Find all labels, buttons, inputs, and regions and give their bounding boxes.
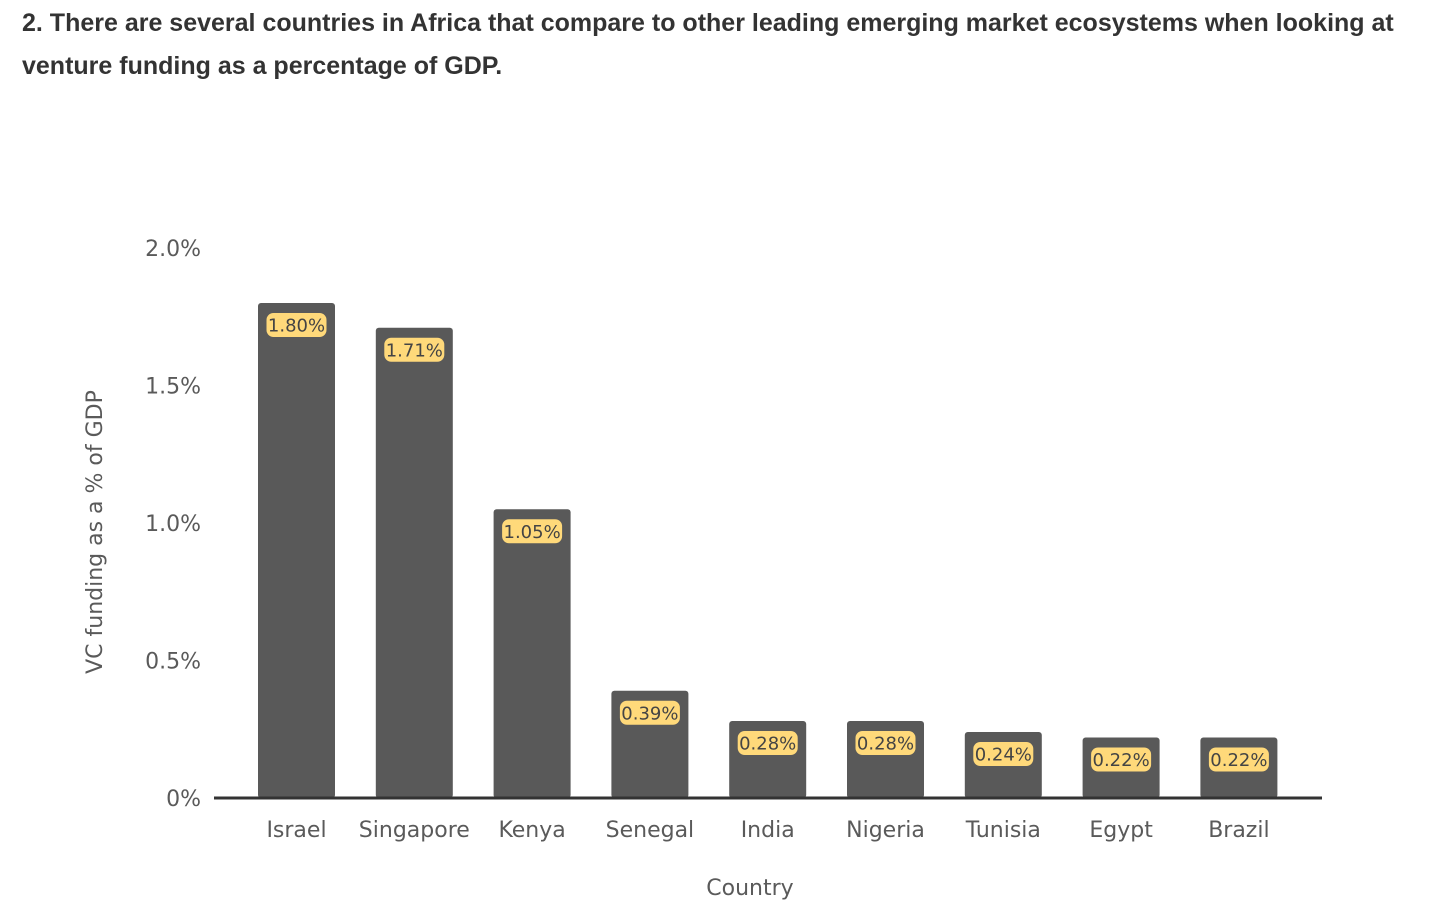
y-tick-label: 1.5%	[145, 375, 201, 400]
y-tick-label: 2.0%	[145, 237, 201, 262]
x-axis-categories: Israel Singapore Kenya Senegal India Nigeria T…	[266, 818, 1269, 843]
data-label-text: 0.22%	[1210, 750, 1267, 771]
data-label-kenya: 1.05%	[502, 519, 563, 544]
x-tick-label: Tunisia	[965, 818, 1041, 843]
data-label-badge	[266, 313, 327, 337]
y-tick-label: 0.5%	[145, 650, 201, 675]
x-tick-label: Nigeria	[846, 818, 925, 843]
x-tick-label: Singapore	[359, 818, 470, 843]
data-label-badge	[1091, 747, 1152, 772]
data-label-text: 0.28%	[739, 734, 796, 755]
y-axis-title: VC funding as a % of GDP	[83, 390, 108, 674]
data-label-senegal: 0.39%	[619, 700, 680, 725]
data-label-nigeria: 0.28%	[855, 731, 916, 755]
data-labels-group: 1.80% 1.71% 1.05% 0.39% 0.28% 0.28% 0.24% 0.22%…	[266, 313, 1269, 772]
data-label-singapore: 1.71%	[384, 337, 445, 362]
x-tick-label: Egypt	[1089, 818, 1153, 843]
bars-group	[258, 303, 1278, 798]
y-tick-label: 1.0%	[145, 512, 201, 537]
x-tick-label: Brazil	[1208, 818, 1269, 843]
data-label-badge	[1208, 747, 1269, 772]
data-label-egypt: 0.22%	[1091, 747, 1152, 772]
data-label-text: 1.05%	[504, 522, 561, 543]
data-label-text: 0.24%	[975, 745, 1032, 766]
data-label-badge	[737, 731, 798, 755]
x-tick-label: Israel	[266, 818, 326, 843]
y-axis-ticks: 0% 0.5% 1.0% 1.5% 2.0%	[145, 237, 201, 812]
data-label-india: 0.28%	[737, 731, 798, 755]
data-label-badge	[384, 337, 445, 362]
page-heading: 2. There are several countries in Africa…	[22, 9, 1394, 80]
data-label-badge	[973, 742, 1034, 766]
y-tick-label: 0%	[166, 787, 201, 812]
data-label-badge	[619, 700, 680, 725]
data-label-tunisia: 0.24%	[973, 742, 1034, 766]
bar-kenya	[493, 509, 571, 798]
x-tick-label: Kenya	[498, 818, 565, 843]
bar-singapore	[375, 327, 453, 798]
data-label-brazil: 0.22%	[1208, 747, 1269, 772]
data-label-israel: 1.80%	[266, 313, 327, 337]
data-label-text: 0.28%	[857, 734, 914, 755]
x-tick-label: Senegal	[606, 818, 695, 843]
data-label-text: 0.22%	[1093, 750, 1150, 771]
x-axis-title: Country	[706, 876, 793, 901]
data-label-badge	[502, 519, 563, 544]
data-label-text: 1.80%	[268, 316, 325, 337]
data-label-text: 1.71%	[386, 340, 443, 361]
bar-israel	[258, 303, 335, 798]
data-label-text: 0.39%	[621, 703, 678, 724]
data-label-badge	[855, 731, 916, 755]
x-tick-label: India	[741, 818, 795, 843]
